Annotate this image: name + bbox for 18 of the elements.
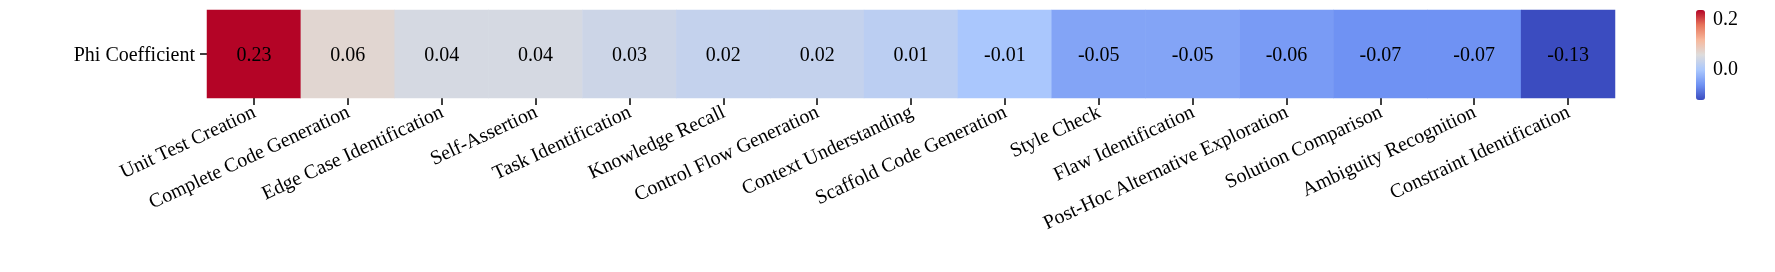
data-label: -0.05 (1171, 43, 1214, 65)
data-label: -0.07 (1359, 43, 1402, 65)
data-label: 0.02 (705, 43, 741, 65)
y-tick-label: Phi Coefficient (73, 43, 196, 65)
color-bar-label: 0.0 (1713, 56, 1738, 79)
color-bar-label: 0.2 (1713, 7, 1738, 29)
data-label: -0.06 (1265, 43, 1308, 65)
data-label: 0.03 (611, 43, 647, 65)
data-label: 0.02 (799, 43, 835, 65)
data-label: 0.23 (236, 43, 272, 65)
data-label: -0.01 (984, 43, 1026, 65)
data-label: 0.04 (518, 43, 554, 65)
data-label: 0.04 (424, 43, 460, 65)
data-label: -0.13 (1547, 43, 1589, 65)
data-label: 0.01 (893, 43, 929, 65)
data-label: -0.07 (1453, 43, 1496, 65)
data-label: -0.05 (1077, 43, 1120, 65)
data-label: 0.06 (330, 43, 366, 65)
